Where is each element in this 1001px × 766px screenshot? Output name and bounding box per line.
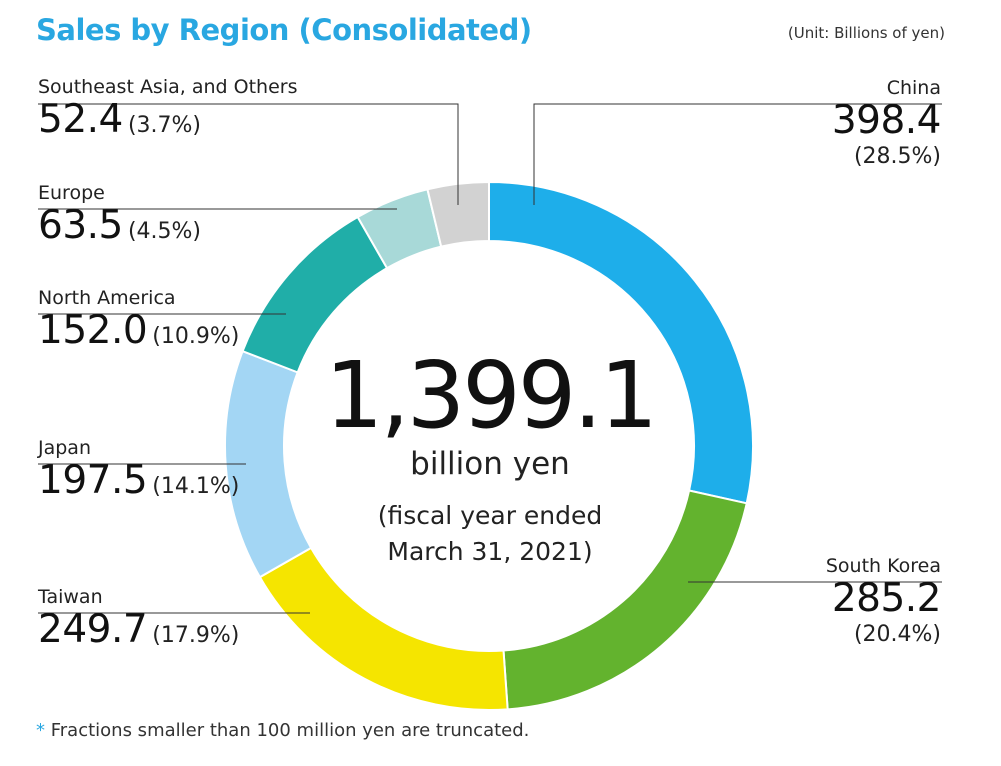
fiscal-period-line2: March 31, 2021) xyxy=(387,537,593,566)
slice-value: 52.4 xyxy=(38,97,123,142)
slice-name: Europe xyxy=(38,182,105,204)
slice-name: South Korea xyxy=(825,555,941,577)
slice-percent: (3.7%) xyxy=(127,113,201,138)
label-north-america: North America 152.0 (10.9%) xyxy=(38,287,239,353)
total-value: 1,399.1 xyxy=(324,342,658,449)
slice-name: Taiwan xyxy=(38,586,103,608)
slice-percent: (28.5%) xyxy=(853,144,941,169)
leader-line xyxy=(38,103,459,205)
slice-value: 197.5 xyxy=(38,458,148,503)
slice-name: North America xyxy=(38,287,176,309)
slice-taiwan xyxy=(258,546,509,711)
fiscal-period-line1: (fiscal year ended xyxy=(377,501,603,530)
slice-percent: (4.5%) xyxy=(127,219,201,244)
label-china: China 398.4 (28.5%) xyxy=(831,77,942,171)
slice-value: 249.7 xyxy=(38,607,148,652)
slice-value: 398.4 xyxy=(831,98,942,143)
slice-value: 63.5 xyxy=(38,203,123,248)
slice-name: Japan xyxy=(38,437,91,459)
footnote-text: Fractions smaller than 100 million yen a… xyxy=(50,720,530,741)
leader-line xyxy=(533,103,942,205)
label-south-korea: South Korea 285.2 (20.4%) xyxy=(825,555,942,649)
unit-note: (Unit: Billions of yen) xyxy=(787,24,945,42)
slice-name: China xyxy=(886,77,941,99)
slice-southeast-asia-and-others xyxy=(426,180,490,248)
slice-percent: (20.4%) xyxy=(853,622,941,647)
chart-title: Sales by Region (Consolidated) xyxy=(36,13,532,47)
slice-value: 152.0 xyxy=(38,308,148,353)
slice-percent: (10.9%) xyxy=(152,324,240,349)
label-southeast-asia: Southeast Asia, and Others 52.4 (3.7%) xyxy=(38,76,297,142)
label-taiwan: Taiwan 249.7 (17.9%) xyxy=(38,586,239,652)
label-japan: Japan 197.5 (14.1%) xyxy=(38,437,239,503)
footnote-asterisk: * xyxy=(36,720,45,741)
slice-percent: (14.1%) xyxy=(152,474,240,499)
fiscal-period: (fiscal year ended March 31, 2021) xyxy=(280,498,700,570)
slice-name: Southeast Asia, and Others xyxy=(38,76,298,98)
slice-percent: (17.9%) xyxy=(152,623,240,648)
label-europe: Europe 63.5 (4.5%) xyxy=(38,182,201,248)
footnote: * Fractions smaller than 100 million yen… xyxy=(36,720,529,741)
slice-value: 285.2 xyxy=(831,576,942,621)
total-unit: billion yen xyxy=(410,446,570,482)
